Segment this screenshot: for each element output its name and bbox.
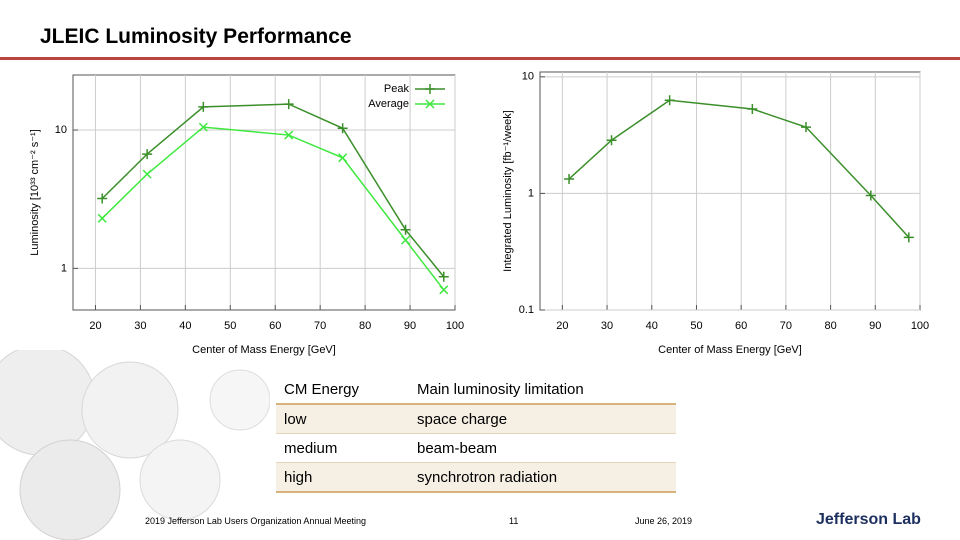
data-point: [97, 193, 108, 204]
x-tick-label: 30: [601, 320, 613, 332]
legend-marker: [425, 99, 435, 109]
data-point: [338, 153, 348, 163]
y-tick-label: 1: [528, 187, 534, 199]
y-axis-label: Luminosity [10³³ cm⁻² s⁻¹]: [29, 129, 41, 256]
x-axis-label: Center of Mass Energy [GeV]: [658, 344, 802, 356]
x-tick-label: 80: [824, 320, 836, 332]
x-tick-label: 50: [690, 320, 702, 332]
footer-date: June 26, 2019: [635, 516, 693, 526]
data-point: [401, 235, 411, 245]
data-point: [801, 122, 811, 133]
x-tick-label: 70: [314, 320, 326, 332]
plot-area: [539, 71, 921, 311]
y-tick-label: 10: [55, 124, 67, 136]
table-cell: high: [276, 462, 409, 493]
limitation-table: CM Energy Main luminosity limitation low s…: [276, 375, 676, 493]
logo: Jefferson Lab: [816, 511, 921, 528]
data-point: [564, 173, 575, 184]
decoration: [0, 350, 270, 540]
x-tick-label: 90: [404, 320, 416, 332]
page-number: 11: [509, 516, 519, 526]
x-tick-label: 100: [911, 320, 929, 332]
title-rule: [0, 57, 960, 60]
x-tick-label: 100: [446, 320, 464, 332]
data-point: [865, 190, 876, 201]
x-tick-label: 20: [89, 320, 101, 332]
table-header: CM Energy: [276, 375, 409, 405]
table-cell: synchrotron radiation: [409, 462, 676, 493]
plot-area: [72, 74, 456, 311]
legend-label: Average: [368, 98, 409, 110]
data-point: [438, 271, 449, 282]
data-point: [439, 285, 449, 295]
y-tick-label: 0.1: [519, 304, 534, 316]
x-axis-label: Center of Mass Energy [GeV]: [192, 344, 336, 356]
x-tick-label: 60: [269, 320, 281, 332]
data-point: [606, 135, 617, 146]
x-tick-label: 40: [179, 320, 191, 332]
x-tick-label: 80: [359, 320, 371, 332]
x-tick-label: 70: [780, 320, 792, 332]
footer-event: 2019 Jefferson Lab Users Organization An…: [145, 516, 366, 526]
table-cell: space charge: [409, 404, 676, 434]
x-tick-label: 40: [646, 320, 658, 332]
x-tick-label: 20: [556, 320, 568, 332]
legend-label: Peak: [384, 83, 410, 95]
table-cell: medium: [276, 433, 409, 463]
data-point: [664, 95, 675, 106]
x-tick-label: 50: [224, 320, 236, 332]
table-cell: low: [276, 404, 409, 434]
table-header: Main luminosity limitation: [409, 375, 676, 405]
table-cell: beam-beam: [409, 433, 676, 463]
data-point: [747, 103, 758, 114]
data-point: [142, 169, 152, 179]
slide-title: JLEIC Luminosity Performance: [40, 25, 352, 48]
data-point: [283, 99, 294, 110]
x-tick-label: 90: [869, 320, 881, 332]
x-tick-label: 60: [735, 320, 747, 332]
y-tick-label: 1: [61, 262, 67, 274]
data-point: [198, 101, 209, 112]
legend-marker: [425, 84, 435, 94]
data-point: [284, 130, 294, 140]
data-point: [198, 122, 208, 132]
y-tick-label: 10: [522, 71, 534, 83]
data-point: [97, 213, 107, 223]
data-point: [903, 232, 914, 243]
y-axis-label: Integrated Luminosity [fb⁻¹/week]: [502, 110, 514, 272]
data-point: [337, 123, 348, 134]
x-tick-label: 30: [134, 320, 146, 332]
data-point: [142, 149, 153, 160]
data-point: [400, 224, 411, 235]
